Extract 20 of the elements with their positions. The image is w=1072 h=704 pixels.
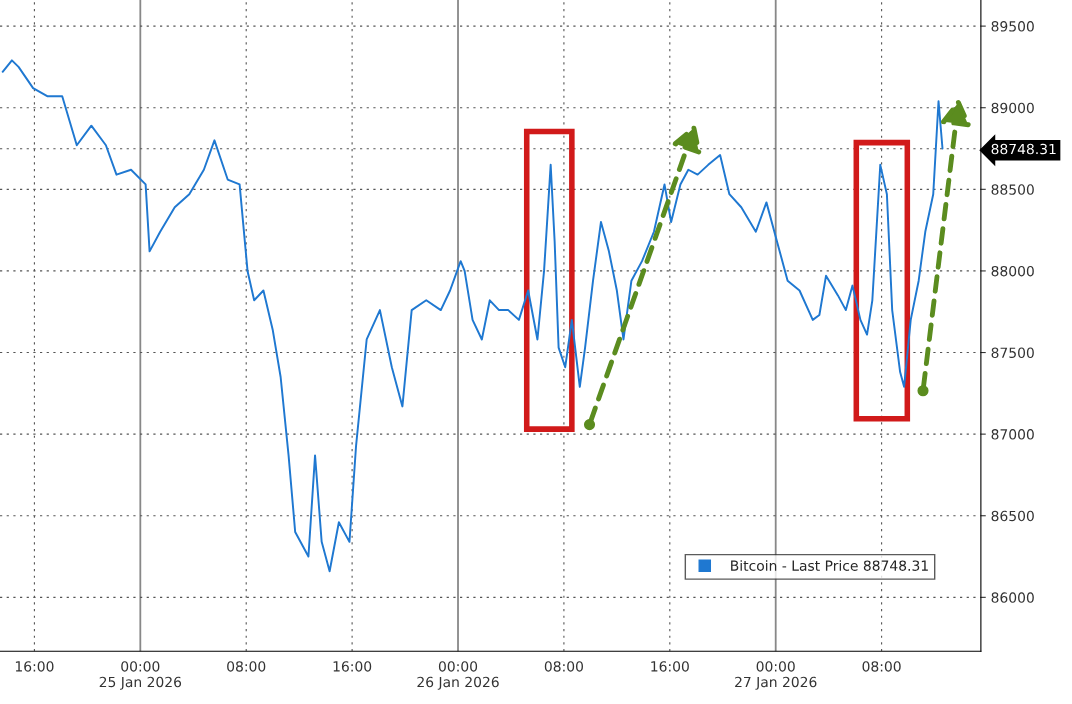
x-tick-label: 08:00 bbox=[544, 661, 583, 672]
y-tick-label: 86500 bbox=[991, 510, 1034, 522]
x-tick-label: 00:00 27 Jan 2026 bbox=[735, 661, 817, 690]
y-tick-label: 88000 bbox=[991, 265, 1034, 277]
x-tick-label: 00:00 26 Jan 2026 bbox=[417, 661, 499, 690]
y-tick-label: 87500 bbox=[991, 347, 1034, 358]
x-tick-label: 00:00 25 Jan 2026 bbox=[99, 661, 182, 690]
y-tick-label: 86000 bbox=[991, 592, 1034, 603]
legend-label: Bitcoin - Last Price 88748.31 bbox=[731, 560, 928, 571]
y-tick-label: 88748.31 bbox=[991, 143, 1056, 155]
y-tick-label: 88500 bbox=[991, 184, 1034, 195]
line-series bbox=[1, 59, 944, 573]
y-tick-label: 89000 bbox=[991, 102, 1034, 114]
y-tick-label: 89500 bbox=[991, 21, 1034, 32]
x-tick-label: 08:00 bbox=[227, 661, 266, 672]
y-tick-label: 87000 bbox=[991, 429, 1034, 440]
x-tick-label: 16:00 bbox=[651, 661, 689, 672]
x-tick-label: 16:00 bbox=[333, 661, 372, 672]
x-tick-label: 16:00 bbox=[15, 661, 54, 672]
x-tick-label: 08:00 bbox=[862, 661, 901, 672]
